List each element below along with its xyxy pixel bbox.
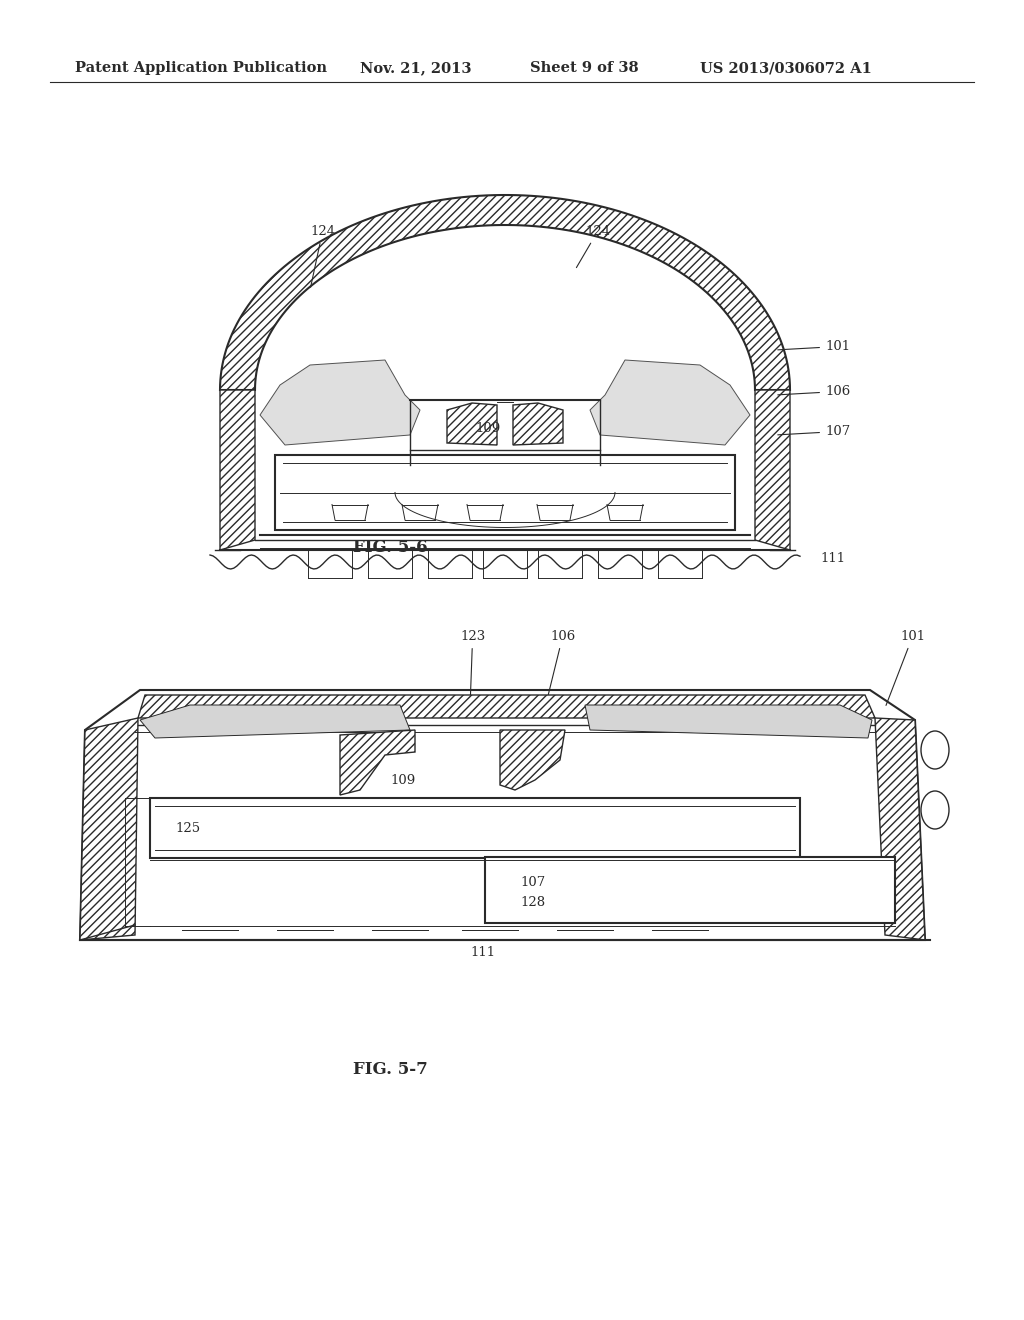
Polygon shape (220, 389, 255, 550)
Polygon shape (80, 690, 925, 940)
Polygon shape (220, 195, 790, 389)
Polygon shape (513, 403, 563, 445)
Ellipse shape (921, 791, 949, 829)
Text: 101: 101 (886, 630, 925, 705)
Polygon shape (485, 857, 895, 923)
Polygon shape (150, 799, 800, 858)
Polygon shape (140, 705, 410, 738)
Text: 106: 106 (546, 630, 575, 705)
Text: 124: 124 (577, 224, 610, 268)
Polygon shape (275, 455, 735, 531)
Polygon shape (874, 718, 925, 940)
Polygon shape (138, 696, 874, 718)
Text: 109: 109 (475, 421, 501, 434)
Polygon shape (500, 730, 565, 789)
Text: 101: 101 (778, 341, 850, 352)
Text: Sheet 9 of 38: Sheet 9 of 38 (530, 61, 639, 75)
Text: 123: 123 (460, 630, 485, 705)
Text: 109: 109 (390, 774, 416, 787)
Text: 107: 107 (778, 425, 850, 438)
Text: 125: 125 (175, 821, 200, 834)
Polygon shape (590, 360, 750, 445)
Polygon shape (340, 730, 415, 795)
Ellipse shape (921, 731, 949, 770)
Text: 128: 128 (520, 895, 545, 908)
Text: 107: 107 (520, 875, 545, 888)
Text: Patent Application Publication: Patent Application Publication (75, 61, 327, 75)
Polygon shape (447, 403, 497, 445)
Text: US 2013/0306072 A1: US 2013/0306072 A1 (700, 61, 871, 75)
Polygon shape (585, 705, 872, 738)
Text: 124: 124 (310, 224, 335, 288)
Text: 106: 106 (778, 385, 850, 399)
Text: 111: 111 (820, 552, 845, 565)
Polygon shape (260, 360, 420, 445)
Text: FIG. 5-7: FIG. 5-7 (352, 1061, 427, 1078)
Text: FIG. 5-6: FIG. 5-6 (352, 540, 427, 557)
Polygon shape (755, 389, 790, 550)
Text: Nov. 21, 2013: Nov. 21, 2013 (360, 61, 471, 75)
Text: 111: 111 (470, 946, 496, 960)
Polygon shape (80, 718, 138, 940)
